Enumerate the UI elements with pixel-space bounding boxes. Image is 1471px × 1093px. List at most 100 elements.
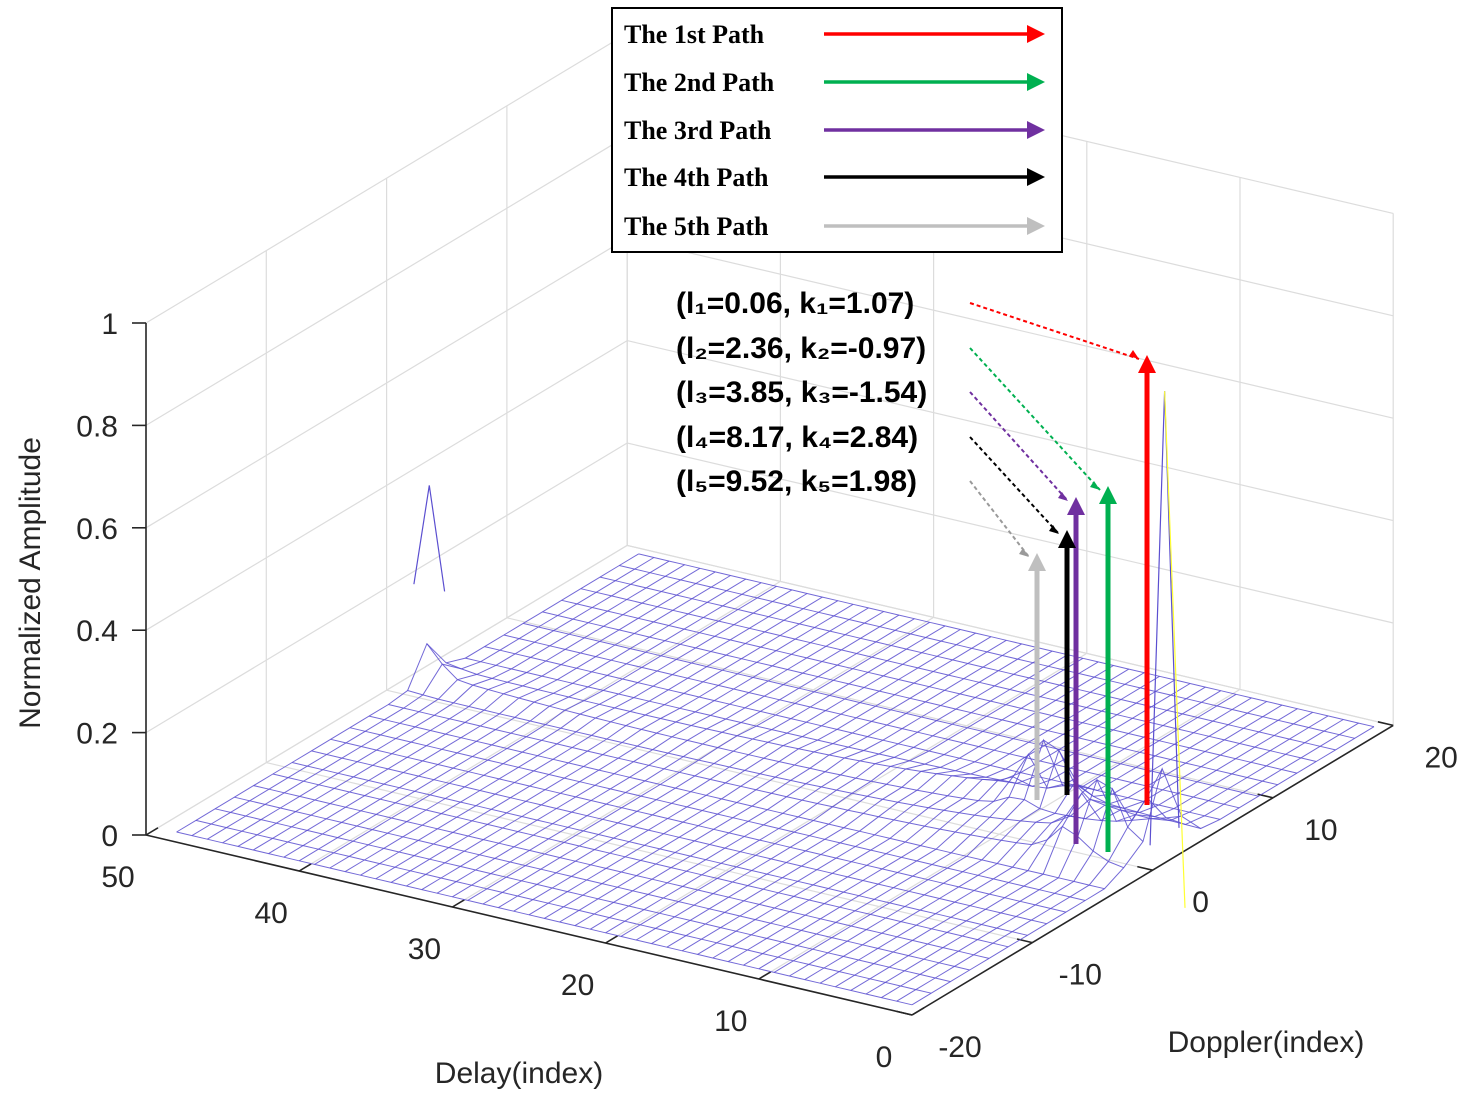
mesh-line (727, 683, 1191, 963)
path-leader-1 (969, 302, 1140, 360)
doppler-axis-label: Doppler(index) (1168, 1026, 1365, 1059)
mesh-line (314, 585, 777, 865)
mesh-line (635, 661, 1099, 941)
delay-tick (145, 827, 159, 836)
doppler-tick-label: -10 (1059, 959, 1102, 992)
mesh-line (253, 785, 990, 959)
grid-line (386, 689, 1153, 871)
legend-entry-label-4: The 4th Path (624, 163, 769, 192)
legend: The 1st Path The 2nd Path The 3rd Path The … (611, 7, 1063, 253)
path-arrow-head-3 (1067, 497, 1085, 515)
grid-line (298, 580, 781, 872)
mesh-line (651, 665, 1114, 945)
mesh-line (561, 599, 1298, 774)
path-annotation-2: (l₂=2.36, k₂=-0.97) (676, 332, 926, 365)
delay-tick-label: 30 (408, 933, 441, 966)
delay-tick-label: 50 (101, 861, 134, 894)
mesh-line (773, 693, 1237, 973)
doppler-tick (1016, 938, 1033, 944)
amplitude-tick-label: 0.8 (76, 410, 118, 443)
legend-entry-label-1: The 1st Path (624, 20, 765, 49)
path-leader-head-5 (1019, 548, 1029, 557)
path-leader-4 (969, 436, 1060, 535)
main-peak-spike (1149, 391, 1180, 846)
mesh-line (421, 611, 884, 891)
path-leader-head-3 (1058, 492, 1068, 501)
delay-axis-line (145, 834, 913, 1016)
mesh-line (330, 738, 1067, 913)
amplitude-tick-label: 0.2 (76, 718, 118, 751)
legend-entry-arrow-3 (1027, 121, 1045, 139)
mesh-line (638, 553, 1375, 728)
mesh-line (207, 560, 670, 840)
grid-line (452, 616, 934, 908)
path-leader-head-2 (1090, 481, 1100, 490)
mesh-line (881, 719, 1344, 999)
mesh-line (237, 567, 701, 847)
mesh-line (234, 796, 970, 971)
mesh-line (360, 596, 823, 876)
path-annotation-5: (l₅=9.52, k₅=1.98) (676, 465, 917, 498)
doppler-tick (1257, 793, 1274, 799)
grid-line (266, 762, 1033, 944)
amplitude-axis-label: Normalized Amplitude (14, 437, 47, 729)
mesh-line (482, 625, 946, 905)
mesh-line (252, 571, 716, 851)
mesh-line (272, 773, 1009, 948)
legend-entry-label-2: The 2nd Path (624, 68, 775, 97)
delay-tick-label: 10 (714, 1005, 747, 1038)
mesh-line (283, 578, 747, 858)
mesh-line (590, 650, 1053, 930)
mesh-line (349, 727, 1086, 901)
mesh-line (195, 819, 932, 994)
mesh-line (819, 704, 1283, 984)
mesh-line (666, 668, 1130, 948)
legend-entry-label-5: The 5th Path (624, 212, 769, 241)
delay-tick (298, 863, 312, 872)
mesh-line (743, 686, 1206, 966)
mesh-line (528, 636, 992, 916)
delay-tick (911, 1007, 925, 1016)
path-arrow-head-1 (1138, 355, 1156, 373)
amplitude-tick-label: 0.6 (76, 513, 118, 546)
doppler-tick (896, 1010, 913, 1016)
mesh-line (436, 614, 900, 894)
mesh-line (375, 600, 839, 880)
mesh-line (298, 582, 762, 862)
mesh-line (329, 589, 793, 869)
grid-line (145, 544, 628, 836)
path-markers (1028, 355, 1156, 852)
mesh-line (214, 808, 951, 983)
mesh-line (522, 622, 1259, 797)
delay-tick-label: 20 (561, 969, 594, 1002)
path-annotation-4: (l₄=8.17, k₄=2.84) (676, 421, 918, 454)
mesh-line (176, 553, 639, 833)
mesh-line (406, 607, 869, 887)
path-annotation-3: (l₃=3.85, k₃=-1.54) (676, 376, 927, 409)
delay-tick-label: 40 (255, 897, 288, 930)
mesh-line (191, 557, 655, 837)
doppler-tick-label: -20 (938, 1031, 981, 1064)
mesh-line (388, 704, 1124, 869)
surface-mesh (176, 391, 1375, 1006)
legend-entry-label-3: The 3rd Path (624, 116, 772, 145)
mesh-line (513, 632, 976, 912)
path-leader-3 (969, 391, 1069, 502)
delay-tick (451, 899, 465, 908)
mesh-line (619, 565, 1355, 739)
secondary-peak-spike (413, 485, 446, 592)
mesh-line (911, 726, 1375, 1006)
doppler-tick (1377, 721, 1394, 727)
delay-tick-label: 0 (876, 1041, 893, 1074)
doppler-tick-label: 0 (1192, 886, 1209, 919)
legend-entry-arrow-2 (1027, 73, 1045, 91)
amplitude-tick-label: 0.4 (76, 615, 118, 648)
mesh-line (426, 643, 1163, 822)
grid-line (758, 688, 1241, 980)
mesh-line (445, 662, 1182, 820)
doppler-tick-label: 10 (1304, 814, 1337, 847)
mesh-line (311, 750, 1047, 925)
mesh-line (503, 634, 1240, 809)
mesh-line (222, 564, 685, 844)
